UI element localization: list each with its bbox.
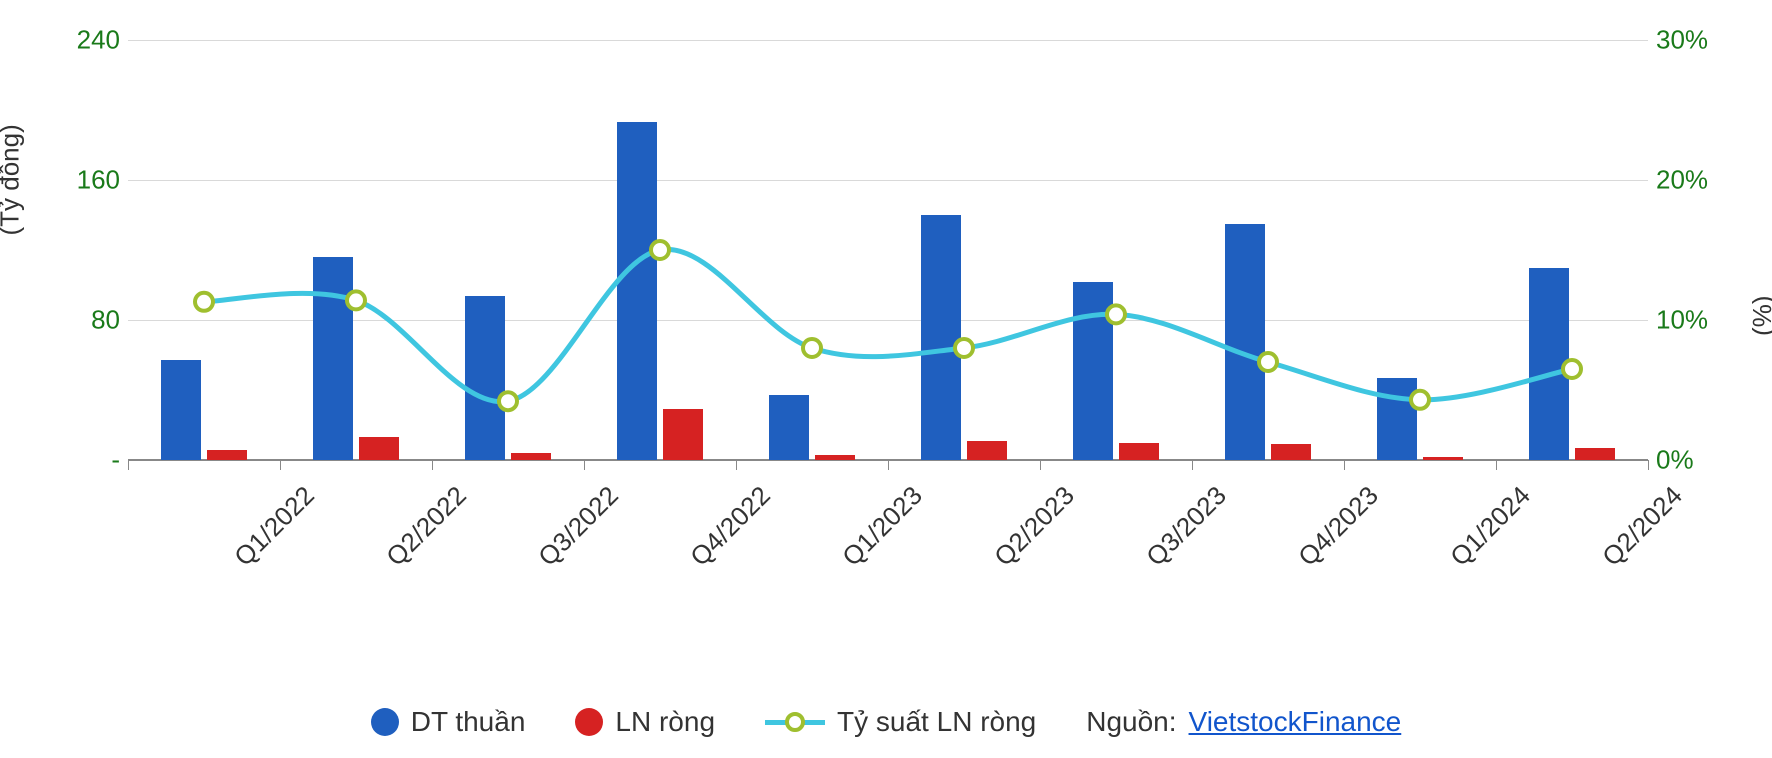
x-tick-mark [1192, 460, 1193, 470]
line-marker [195, 293, 213, 311]
x-axis-label: Q2/2024 [1596, 480, 1688, 572]
y-tick-left: - [40, 445, 120, 476]
financial-chart: (Tỷ đồng) (%) -801602400%10%20%30%Q1/202… [20, 20, 1752, 738]
line-marker [1107, 305, 1125, 323]
x-tick-mark [1648, 460, 1649, 470]
line-marker [955, 339, 973, 357]
source: Nguồn: VietstockFinance [1086, 706, 1401, 738]
y-tick-right: 10% [1656, 305, 1736, 336]
line-marker [651, 241, 669, 259]
x-axis-label: Q3/2022 [532, 480, 624, 572]
legend-item-ln-rong: LN ròng [575, 706, 715, 738]
line-marker [1259, 353, 1277, 371]
line-marker [1563, 360, 1581, 378]
legend-label-ln-rong: LN ròng [615, 706, 715, 738]
line-marker [347, 291, 365, 309]
x-axis-label: Q1/2023 [836, 480, 928, 572]
line-marker [1411, 391, 1429, 409]
legend-label-ty-suat: Tỷ suất LN ròng [837, 706, 1036, 738]
legend: DT thuần LN ròng Tỷ suất LN ròng Nguồn: … [20, 706, 1752, 738]
plot-area: -801602400%10%20%30%Q1/2022Q2/2022Q3/202… [128, 40, 1648, 460]
y-axis-right-label: (%) [1747, 296, 1772, 336]
legend-marker-ty-suat [765, 712, 825, 732]
line-marker [803, 339, 821, 357]
y-axis-left-label: (Tỷ đồng) [0, 124, 26, 235]
x-axis-label: Q4/2022 [684, 480, 776, 572]
legend-dot-ln-rong [575, 708, 603, 736]
x-axis-label: Q4/2023 [1292, 480, 1384, 572]
y-tick-left: 160 [40, 165, 120, 196]
y-tick-left: 240 [40, 25, 120, 56]
line-series [128, 40, 1648, 460]
x-axis-label: Q2/2023 [988, 480, 1080, 572]
x-axis-label: Q1/2024 [1444, 480, 1536, 572]
y-tick-right: 20% [1656, 165, 1736, 196]
legend-item-dt-thuan: DT thuần [371, 706, 526, 738]
x-tick-mark [1040, 460, 1041, 470]
x-axis-label: Q3/2023 [1140, 480, 1232, 572]
legend-dot-dt-thuan [371, 708, 399, 736]
x-axis-label: Q2/2022 [380, 480, 472, 572]
source-link[interactable]: VietstockFinance [1189, 706, 1402, 738]
legend-item-ty-suat: Tỷ suất LN ròng [765, 706, 1036, 738]
x-tick-mark [432, 460, 433, 470]
y-tick-left: 80 [40, 305, 120, 336]
x-tick-mark [584, 460, 585, 470]
y-tick-right: 0% [1656, 445, 1736, 476]
x-tick-mark [1344, 460, 1345, 470]
source-label: Nguồn: [1086, 706, 1176, 738]
x-tick-mark [280, 460, 281, 470]
legend-label-dt-thuan: DT thuần [411, 706, 526, 738]
x-tick-mark [1496, 460, 1497, 470]
y-tick-right: 30% [1656, 25, 1736, 56]
x-tick-mark [736, 460, 737, 470]
x-tick-mark [128, 460, 129, 470]
x-axis-label: Q1/2022 [228, 480, 320, 572]
x-tick-mark [888, 460, 889, 470]
line-marker [499, 392, 517, 410]
